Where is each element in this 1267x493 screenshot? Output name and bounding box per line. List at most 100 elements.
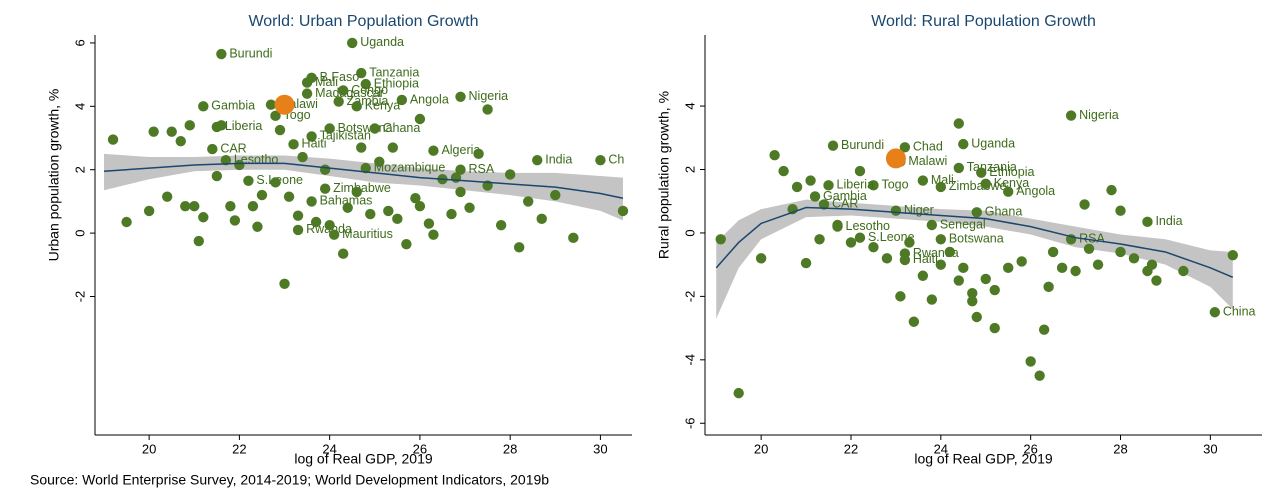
point [414, 113, 426, 125]
point [455, 186, 466, 198]
point [895, 291, 906, 302]
point [473, 148, 484, 160]
point [989, 322, 1000, 334]
highlight-point [274, 94, 295, 115]
point [428, 229, 439, 240]
point [935, 181, 947, 193]
point [1142, 216, 1153, 228]
point [980, 178, 991, 189]
point [778, 165, 789, 177]
point [356, 142, 367, 153]
point [333, 96, 344, 107]
point-label: India [545, 152, 572, 166]
point-label: B.Faso [320, 70, 360, 84]
point-label: Botswana [949, 232, 1004, 246]
point [1083, 243, 1095, 254]
point [256, 189, 268, 201]
point [967, 288, 978, 299]
point [1115, 246, 1126, 258]
point-label: Togo [881, 178, 908, 192]
highlight-point [885, 148, 906, 169]
point-label: Mozambique [374, 160, 446, 174]
point [455, 91, 466, 103]
point-label: Gambia [823, 189, 867, 203]
point [899, 142, 911, 153]
x-tick-label: 24 [322, 441, 336, 456]
point-label: Malawi [908, 154, 947, 168]
point [926, 294, 938, 305]
point [800, 257, 812, 269]
point [755, 253, 767, 264]
point [953, 162, 964, 174]
point [383, 205, 394, 217]
point [319, 183, 331, 194]
point [198, 101, 209, 112]
point [347, 37, 358, 49]
point-label: Angola [1016, 184, 1055, 198]
point-label: Kenya [994, 176, 1029, 190]
point [1003, 186, 1014, 197]
point-label: Tajikistan [320, 129, 371, 143]
point [917, 270, 929, 281]
point [279, 278, 290, 290]
x-tick-label: 28 [503, 441, 517, 456]
point [917, 175, 929, 186]
x-tick-label: 22 [232, 441, 246, 456]
point [568, 232, 579, 244]
point [270, 110, 281, 122]
point-label: Nigeria [469, 89, 509, 103]
point [523, 196, 534, 207]
point [207, 143, 218, 155]
point [989, 284, 1000, 296]
point-label: Tanzania [369, 65, 419, 79]
point [805, 175, 816, 186]
point-label: Kenya [365, 99, 400, 113]
point [513, 242, 525, 253]
point [809, 191, 821, 202]
point [365, 208, 376, 220]
y-tick-label: -2 [682, 291, 697, 303]
point [953, 118, 964, 129]
y-tick-label: 2 [682, 166, 697, 173]
point-label: Lesotho [846, 219, 891, 233]
y-tick-label: -4 [682, 354, 697, 366]
point [446, 208, 457, 220]
point [306, 196, 317, 207]
chart-title: World: Rural Population Growth [871, 13, 1096, 30]
point [980, 273, 991, 285]
point [899, 254, 911, 266]
x-tick-label: 28 [1113, 441, 1127, 456]
point [958, 138, 969, 150]
point [791, 181, 803, 193]
fit-line [715, 206, 1234, 279]
point [1128, 253, 1140, 264]
point [337, 248, 349, 259]
point [958, 262, 969, 274]
point-label: Congo [351, 83, 388, 97]
point [769, 150, 780, 161]
point [252, 221, 263, 232]
point [211, 170, 223, 182]
point [216, 48, 227, 60]
x-tick-label: 20 [142, 441, 156, 456]
point [823, 180, 834, 191]
point [814, 234, 825, 245]
point [890, 205, 902, 216]
x-axis-title: log of Real GDP, 2019 [914, 451, 1052, 467]
point [225, 200, 236, 212]
point [450, 172, 462, 183]
point [396, 94, 408, 106]
point [971, 207, 982, 218]
point [324, 123, 335, 134]
fit-line [103, 162, 624, 199]
point [455, 164, 466, 175]
point [324, 219, 335, 231]
point [904, 237, 915, 248]
point [818, 199, 830, 210]
point [337, 85, 349, 96]
point [854, 232, 866, 243]
point [845, 237, 857, 248]
point [310, 216, 322, 228]
point [617, 205, 629, 217]
